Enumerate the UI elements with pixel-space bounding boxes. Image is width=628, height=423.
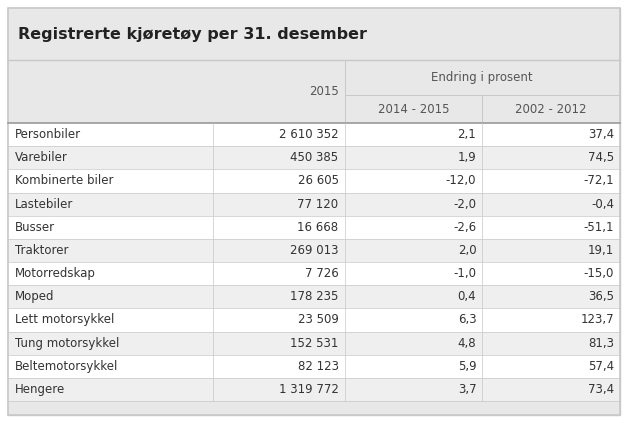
Bar [8,332,620,354]
Text: 16 668: 16 668 [298,221,338,234]
Text: 2014 - 2015: 2014 - 2015 [377,102,449,115]
Text: -0,4: -0,4 [591,198,614,211]
Text: 26 605: 26 605 [298,174,338,187]
Bar [8,378,620,401]
Bar [8,285,620,308]
Text: 450 385: 450 385 [291,151,338,164]
Text: 74,5: 74,5 [588,151,614,164]
Text: -51,1: -51,1 [583,221,614,234]
Text: Motorredskap: Motorredskap [15,267,96,280]
Text: Personbiler: Personbiler [15,128,81,141]
Text: 77 120: 77 120 [298,198,338,211]
Text: Hengere: Hengere [15,383,65,396]
Text: 2,0: 2,0 [458,244,476,257]
Text: -2,0: -2,0 [453,198,476,211]
Text: Registrerte kjøretøy per 31. desember: Registrerte kjøretøy per 31. desember [18,27,367,41]
Text: 81,3: 81,3 [588,337,614,349]
Text: 4,8: 4,8 [458,337,476,349]
Text: 6,3: 6,3 [458,313,476,327]
Bar [8,8,620,60]
Bar [8,60,620,123]
Text: 3,7: 3,7 [458,383,476,396]
Text: 73,4: 73,4 [588,383,614,396]
Bar [8,146,620,169]
Text: 2 610 352: 2 610 352 [279,128,338,141]
Text: Varebiler: Varebiler [15,151,68,164]
Text: Busser: Busser [15,221,55,234]
Bar [8,308,620,332]
Bar [8,123,620,146]
Text: 2,1: 2,1 [458,128,476,141]
Text: 2002 - 2012: 2002 - 2012 [516,102,587,115]
Text: 269 013: 269 013 [290,244,338,257]
Text: Endring i prosent: Endring i prosent [431,71,533,84]
Text: Lett motorsykkel: Lett motorsykkel [15,313,114,327]
Bar [8,354,620,378]
Text: 82 123: 82 123 [298,360,338,373]
Text: 19,1: 19,1 [588,244,614,257]
Text: 178 235: 178 235 [290,290,338,303]
Text: 123,7: 123,7 [580,313,614,327]
Text: Kombinerte biler: Kombinerte biler [15,174,114,187]
Text: Traktorer: Traktorer [15,244,68,257]
Text: 2015: 2015 [309,85,338,98]
Text: 1 319 772: 1 319 772 [279,383,338,396]
Bar [8,169,620,192]
Text: 1,9: 1,9 [458,151,476,164]
Text: Beltemotorsykkel: Beltemotorsykkel [15,360,118,373]
Bar [8,239,620,262]
Text: Moped: Moped [15,290,55,303]
Text: -12,0: -12,0 [446,174,476,187]
Bar [8,401,620,415]
Text: 7 726: 7 726 [305,267,338,280]
Text: -1,0: -1,0 [453,267,476,280]
Text: 57,4: 57,4 [588,360,614,373]
Text: Tung motorsykkel: Tung motorsykkel [15,337,119,349]
Text: -72,1: -72,1 [583,174,614,187]
Text: -15,0: -15,0 [583,267,614,280]
Bar [8,216,620,239]
Bar [8,192,620,216]
Text: 5,9: 5,9 [458,360,476,373]
Text: Lastebiler: Lastebiler [15,198,73,211]
Text: 0,4: 0,4 [458,290,476,303]
Text: 152 531: 152 531 [290,337,338,349]
Text: 23 509: 23 509 [298,313,338,327]
Text: -2,6: -2,6 [453,221,476,234]
Text: 37,4: 37,4 [588,128,614,141]
Bar [8,262,620,285]
Text: 36,5: 36,5 [588,290,614,303]
